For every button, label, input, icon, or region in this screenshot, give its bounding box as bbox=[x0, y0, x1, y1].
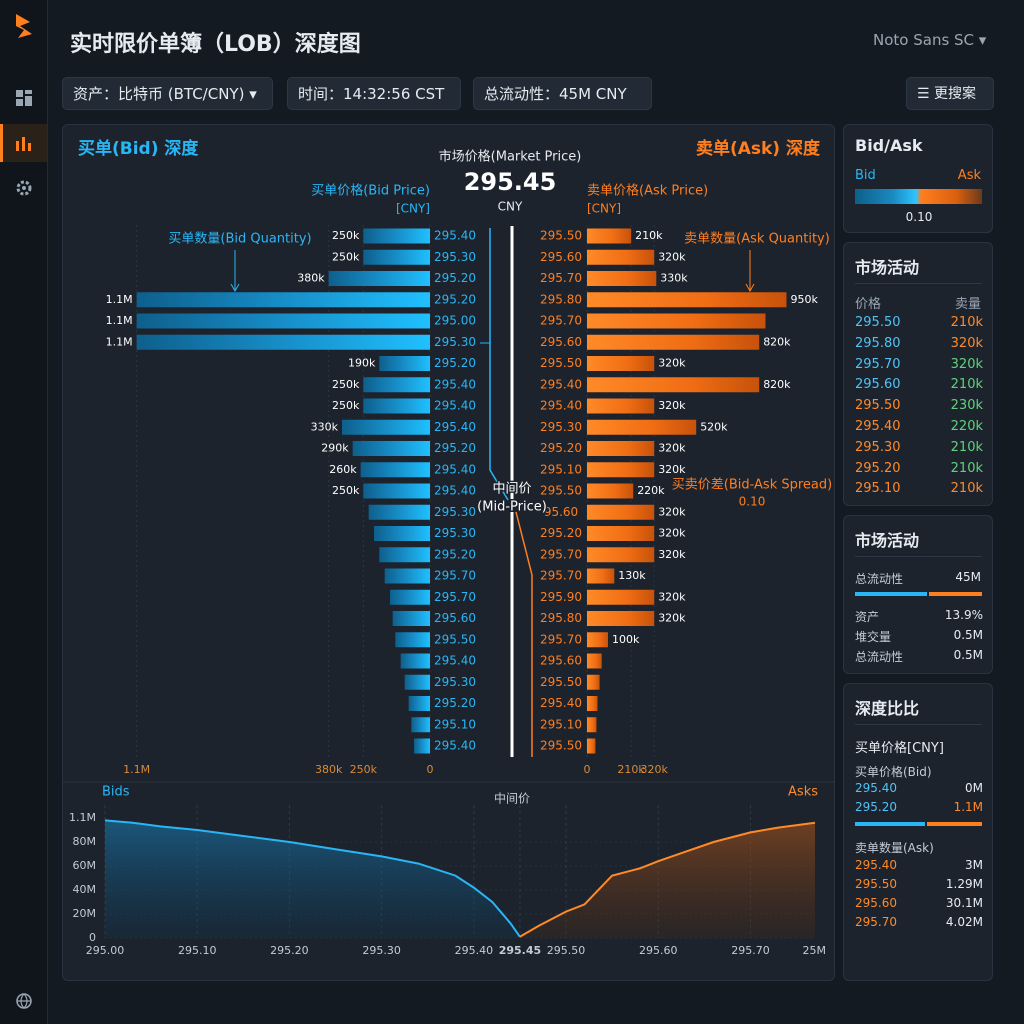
ratio-ask-price: 295.40 bbox=[855, 858, 897, 872]
time-field: 时间：14:32:56 CST bbox=[287, 77, 461, 110]
activity-value: 13.9% bbox=[944, 608, 983, 622]
activity-label: 资产 bbox=[855, 610, 880, 624]
activity-price: 295.20 bbox=[855, 460, 901, 476]
activity-price: 295.50 bbox=[855, 315, 901, 330]
nav-settings[interactable] bbox=[15, 179, 33, 197]
divider bbox=[855, 556, 982, 557]
activity-qty: 210k bbox=[950, 315, 983, 330]
spread-bar bbox=[855, 189, 982, 204]
market-activity-panel: 市场活动 价格 卖量 295.50 210k 295.80 320k 295.70 320… bbox=[843, 242, 993, 506]
ratio-bid-price: 295.20 bbox=[855, 800, 897, 814]
activity-value: 0.5M bbox=[953, 648, 983, 662]
search-button[interactable]: ☰ 更搜案 bbox=[906, 77, 994, 110]
activity-qty: 210k bbox=[950, 481, 983, 497]
activity-price: 295.70 bbox=[855, 356, 901, 372]
nav-chart-icon bbox=[16, 137, 31, 151]
ratio-ask-price: 295.70 bbox=[855, 915, 897, 929]
bid-ask-panel: Bid/Ask Bid Ask 0.10 bbox=[843, 124, 993, 233]
font-menu[interactable]: Noto Sans SC ▾ bbox=[873, 31, 987, 49]
market-activity-2-panel: 市场活动 总流动性 45M 资产 13.9% 堆交量 0.5M 总流动性 0.5M bbox=[843, 515, 993, 674]
activity-qty: 210k bbox=[950, 460, 983, 476]
ratio-ask-qty: 30.1M bbox=[945, 896, 983, 910]
activity-qty: 210k bbox=[950, 377, 983, 393]
liquidity-bar-bid bbox=[855, 592, 927, 596]
divider bbox=[855, 283, 982, 284]
logo bbox=[16, 14, 32, 38]
ratio-ask-qty: 4.02M bbox=[945, 915, 983, 929]
ratio-subtitle: 买单价格[CNY] bbox=[855, 741, 944, 756]
liquidity-label: 总流动性：45M CNY bbox=[484, 85, 627, 103]
divider bbox=[855, 724, 982, 725]
ratio-bid-qty: 0M bbox=[965, 781, 983, 795]
panel-title: 市场活动 bbox=[855, 258, 920, 277]
activity-qty: 220k bbox=[950, 419, 983, 434]
ratio-bar-ask bbox=[927, 822, 982, 826]
activity-value: 0.5M bbox=[953, 628, 983, 642]
activity-price: 295.80 bbox=[855, 335, 901, 351]
ask-label: Ask bbox=[957, 168, 981, 183]
asset-select[interactable]: 资产：比特币 (BTC/CNY) ▾ bbox=[62, 77, 273, 110]
activity-label: 总流动性 bbox=[855, 650, 904, 664]
panel-title: 市场活动 bbox=[855, 531, 920, 550]
nav-globe[interactable] bbox=[15, 992, 33, 1010]
ratio-bar-bid bbox=[855, 822, 925, 826]
activity-qty: 320k bbox=[950, 335, 983, 351]
ratio-bid-price: 295.40 bbox=[855, 781, 897, 795]
activity-label: 堆交量 bbox=[855, 630, 892, 644]
search-label: 更搜案 bbox=[934, 86, 977, 102]
liquidity-bar-ask bbox=[929, 592, 982, 596]
page-title: 实时限价单簿（LOB）深度图 bbox=[70, 32, 361, 57]
panel-title: Bid/Ask bbox=[855, 136, 923, 155]
nav-rail bbox=[0, 0, 48, 1024]
price-header: 价格 bbox=[855, 297, 882, 312]
nav-active[interactable] bbox=[0, 124, 47, 162]
activity-qty: 320k bbox=[950, 356, 983, 372]
activity-price: 295.40 bbox=[855, 419, 901, 434]
liquidity-value: 45M bbox=[955, 570, 981, 584]
ratio-ask-price: 295.60 bbox=[855, 896, 897, 910]
activity-price: 295.30 bbox=[855, 439, 901, 455]
ratio-ask-qty: 1.29M bbox=[945, 877, 983, 891]
activity-price: 295.50 bbox=[855, 398, 901, 414]
asset-label: 资产：比特币 (BTC/CNY) bbox=[73, 85, 245, 103]
activity-price: 295.10 bbox=[855, 481, 901, 497]
spread-value: 0.10 bbox=[905, 210, 933, 224]
depth-ratio-panel: 深度比比 买单价格[CNY] 买单价格(Bid) 295.40 0M 295.20 1… bbox=[843, 683, 993, 981]
qty-header: 卖量 bbox=[954, 297, 981, 312]
ratio-bid-qty: 1.1M bbox=[953, 800, 983, 814]
time-label: 时间：14:32:56 CST bbox=[298, 85, 445, 103]
depth-panel bbox=[62, 124, 835, 981]
activity-qty: 230k bbox=[950, 398, 983, 414]
bid-header: 买单价格(Bid) bbox=[855, 765, 932, 779]
activity-qty: 210k bbox=[950, 439, 983, 455]
bid-label: Bid bbox=[855, 168, 876, 183]
activity-price: 295.60 bbox=[855, 377, 901, 393]
liquidity-label: 总流动性 bbox=[855, 572, 904, 586]
ratio-ask-qty: 3M bbox=[965, 858, 983, 872]
ratio-ask-price: 295.50 bbox=[855, 877, 897, 891]
panel-title: 深度比比 bbox=[855, 699, 920, 718]
nav-dashboard[interactable] bbox=[15, 89, 33, 107]
ask-header: 卖单数量(Ask) bbox=[855, 841, 934, 855]
liquidity-field: 总流动性：45M CNY bbox=[473, 77, 652, 110]
font-menu-label: Noto Sans SC bbox=[873, 31, 975, 49]
